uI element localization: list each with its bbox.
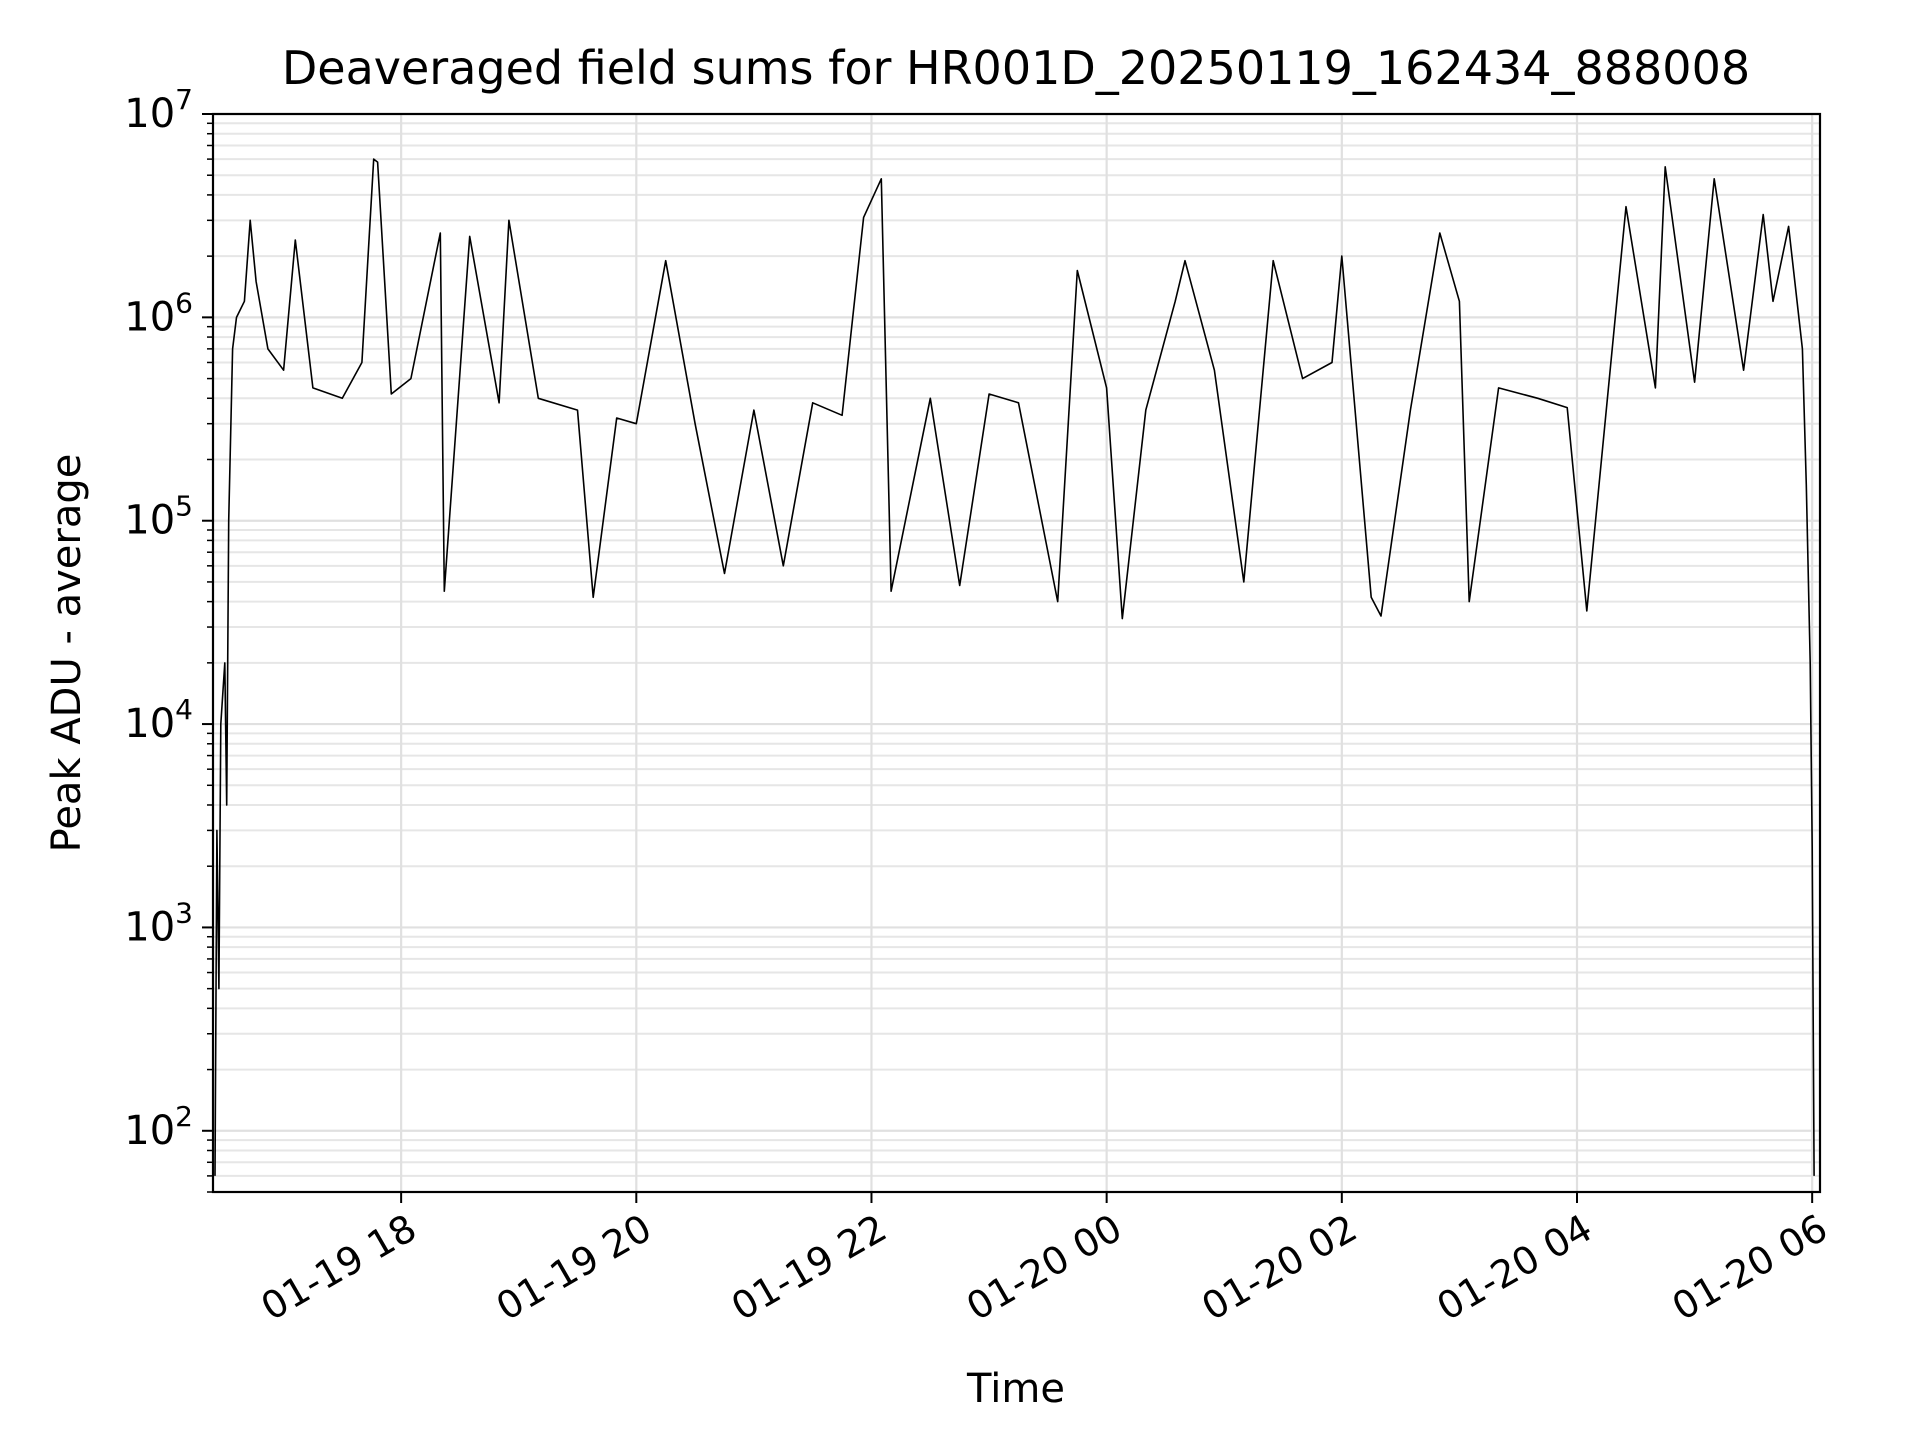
series-layer: [214, 158, 1815, 1176]
chart-title: Deaveraged field sums for HR001D_2025011…: [282, 41, 1750, 95]
grid-layer: [213, 112, 1820, 1193]
x-axis-label: Time: [966, 1366, 1065, 1412]
y-axis: 102 103 104 105 106 107: [124, 83, 213, 1193]
y-axis-label: Peak ADU - average: [44, 454, 90, 853]
y-tick-label: 105: [124, 490, 193, 544]
y-tick-label: 107: [124, 83, 193, 137]
y-tick-label: 103: [124, 896, 193, 950]
series-line: [214, 158, 1815, 1176]
y-tick-label: 104: [124, 693, 193, 747]
y-tick-label: 102: [124, 1100, 193, 1154]
plot-frame: [211, 112, 1822, 1194]
y-tick-label: 106: [124, 286, 193, 340]
